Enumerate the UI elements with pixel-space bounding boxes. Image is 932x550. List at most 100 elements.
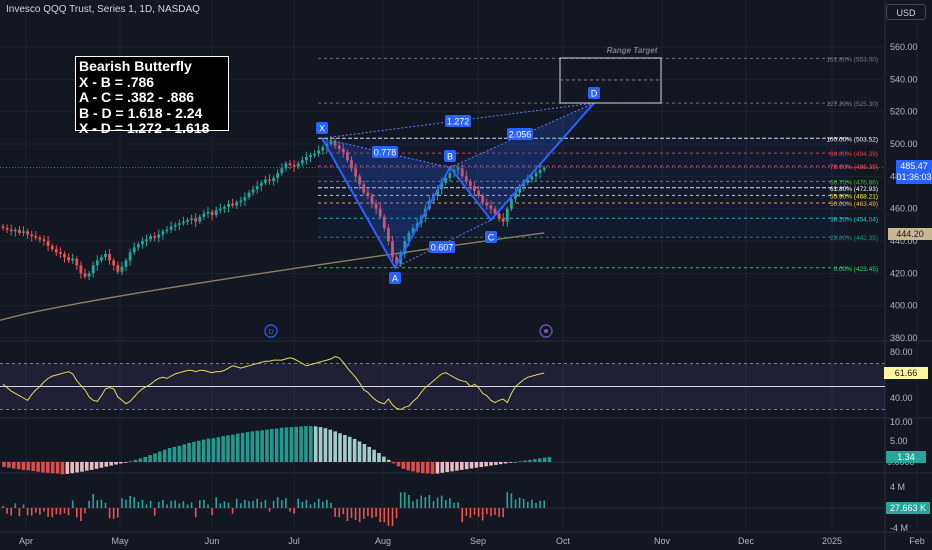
macd-bar <box>104 462 109 467</box>
macd-bar <box>89 462 94 470</box>
candle-body <box>346 152 349 161</box>
candle-body <box>5 228 9 230</box>
ma-value-tag: 444.20 <box>888 228 932 240</box>
event-markers[interactable]: D <box>264 324 553 338</box>
price-tick: 520.00 <box>890 107 918 117</box>
pattern-ratio-label: 2.056 <box>509 130 532 140</box>
macd-bar <box>294 426 298 462</box>
macd-bar <box>182 444 186 462</box>
candle-body <box>13 229 17 232</box>
pattern-triangle-xab <box>322 138 450 268</box>
macd-bar <box>304 426 308 462</box>
candle-body <box>489 205 493 209</box>
pattern-ratio-badge <box>507 128 533 140</box>
candle-body <box>460 168 464 177</box>
macd-bar <box>133 459 138 462</box>
macd-bar <box>318 427 323 462</box>
macd-bar <box>206 438 211 462</box>
currency-button[interactable]: USD <box>886 4 926 20</box>
price-axis[interactable]: 560.00540.00520.00500.00480.00460.00440.… <box>890 42 918 343</box>
candle-body <box>218 208 222 211</box>
macd-tick: 5.00 <box>890 436 908 446</box>
macd-bar <box>260 430 264 462</box>
candle-body <box>505 208 509 222</box>
macd-bar <box>84 462 89 471</box>
fib-label: 55.90% (468.21) <box>830 193 878 200</box>
time-label: May <box>111 536 129 546</box>
pattern-point-label: D <box>591 89 598 99</box>
macd-bar <box>421 462 425 474</box>
macd-bar <box>7 462 11 468</box>
harmonic-pattern: X A B C D 0.778 0.607 2.056 1.272 <box>316 87 600 284</box>
candle-body <box>112 260 116 266</box>
macd-bar <box>153 453 157 462</box>
macd-bar <box>328 429 333 462</box>
candle-body <box>161 231 165 235</box>
candle-body <box>481 195 485 203</box>
pattern-ratio-label: 1.272 <box>447 117 470 127</box>
macd-bar <box>65 462 70 474</box>
candle-body <box>264 179 267 183</box>
fib-label: 88.60% (494.39) <box>830 151 878 158</box>
candle-body <box>186 219 189 222</box>
candle-body <box>34 236 38 238</box>
candle-body <box>128 252 132 261</box>
candle-body <box>411 228 415 233</box>
macd-bar <box>362 444 367 462</box>
candle-body <box>108 253 111 261</box>
macd-bar <box>533 459 537 462</box>
macd-bar <box>31 462 36 471</box>
range-target-box[interactable]: Range Target <box>559 46 662 104</box>
candle-body <box>280 168 284 174</box>
fib-label: 66.70% (476.86) <box>830 179 878 186</box>
volume-tick: 4 M <box>890 482 905 492</box>
pattern-rule-line: X - D = 1.272 - 1.618 <box>79 120 210 136</box>
macd-bar <box>138 458 143 462</box>
candle-body <box>141 241 144 245</box>
macd-bar <box>469 462 474 469</box>
candle-body <box>358 176 362 185</box>
macd-bar <box>114 462 118 465</box>
candle-body <box>518 186 521 193</box>
pattern-point-badge <box>485 231 497 243</box>
macd-bar <box>143 456 148 462</box>
fib-label: 38.20% (454.04) <box>830 216 878 223</box>
macd-value-tag: 1.34 <box>886 451 926 463</box>
macd-bar <box>119 462 123 464</box>
macd-bar <box>192 441 196 462</box>
macd-bar <box>75 462 79 473</box>
macd-bar <box>313 426 318 462</box>
candle-body <box>378 208 382 217</box>
candle-body <box>485 202 489 206</box>
macd-bar <box>197 440 201 462</box>
macd-bar <box>464 462 469 470</box>
pattern-point-label: A <box>392 274 398 284</box>
candle-body <box>9 229 13 232</box>
range-target-label: Range Target <box>607 46 658 55</box>
macd-bar <box>323 428 328 462</box>
macd-bar <box>16 462 21 470</box>
macd-bar <box>411 462 415 472</box>
macd-bar <box>425 462 430 474</box>
candle-body <box>305 156 308 161</box>
macd-bar <box>459 462 464 470</box>
candle-body <box>477 190 480 196</box>
time-axis[interactable]: Apr May Jun Jul Aug Sep Oct Nov Dec 2025 Feb <box>19 536 925 546</box>
candle-body <box>493 208 497 214</box>
candle-body <box>444 177 448 183</box>
candle-body <box>132 247 136 253</box>
candle-body <box>202 213 206 217</box>
candle-body <box>407 232 411 241</box>
macd-bar <box>367 446 372 462</box>
candle-body <box>522 182 526 187</box>
pattern-rule-line: X - B = .786 <box>79 73 155 90</box>
candle-body <box>403 241 407 254</box>
candle-body <box>231 203 234 206</box>
candle-body <box>341 148 345 153</box>
candle-body <box>300 160 304 164</box>
price-tick: 440.00 <box>890 236 918 246</box>
candle-body <box>235 202 239 206</box>
fib-label: 23.60% (442.35) <box>830 235 878 242</box>
candle-body <box>198 216 202 222</box>
